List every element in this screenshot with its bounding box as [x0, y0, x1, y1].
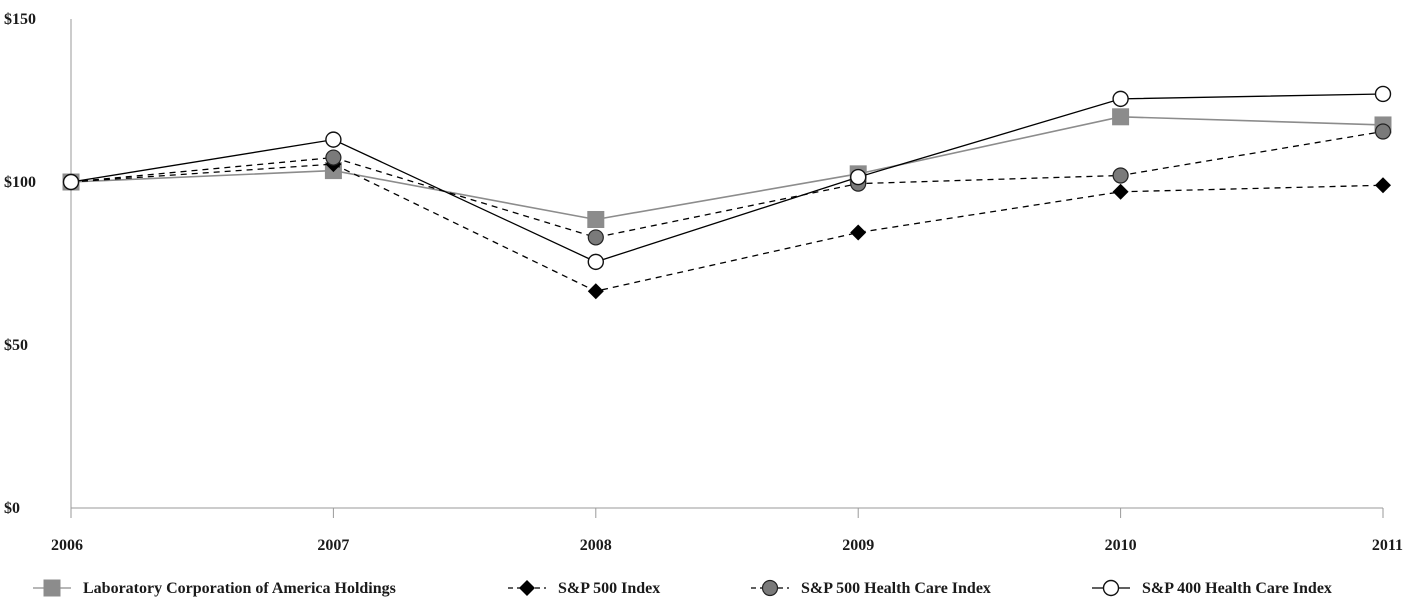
legend-label: S&P 500 Health Care Index: [801, 580, 991, 597]
legend-item: S&P 400 Health Care Index: [1092, 579, 1332, 597]
legend-item: Laboratory Corporation of America Holdin…: [33, 579, 396, 597]
x-tick-label: 2007: [317, 537, 349, 554]
data-point: [1375, 177, 1391, 194]
data-point: [1374, 85, 1392, 103]
x-tick-label: 2008: [580, 537, 612, 554]
legend-item: S&P 500 Index: [508, 580, 660, 597]
y-tick-label: $50: [4, 337, 28, 354]
data-point: [325, 149, 342, 166]
data-point: [1112, 183, 1129, 200]
series-line: [70, 130, 1384, 239]
data-point: [1112, 90, 1129, 108]
data-point: [62, 173, 80, 191]
x-tick-label: 2009: [842, 537, 874, 554]
legend-item: S&P 500 Health Care Index: [751, 579, 991, 597]
legend-label: Laboratory Corporation of America Holdin…: [83, 580, 396, 597]
data-point: [850, 224, 867, 241]
chart-legend: Laboratory Corporation of America Holdin…: [33, 579, 1332, 597]
data-point: [587, 283, 604, 300]
legend-marker: [519, 580, 535, 596]
legend-label: S&P 500 Index: [558, 580, 660, 597]
series-3: [62, 85, 1392, 271]
series-line: [70, 163, 1384, 292]
data-point: [325, 131, 342, 148]
data-point: [587, 210, 605, 228]
y-tick-label: $100: [4, 174, 36, 191]
series-line: [70, 115, 1384, 221]
y-tick-label: $0: [4, 500, 20, 517]
y-tick-label: $150: [4, 11, 36, 28]
data-point: [587, 253, 604, 271]
x-tick-label: 2011: [1372, 537, 1403, 554]
data-point: [1374, 123, 1392, 140]
legend-marker: [1102, 579, 1120, 597]
x-tick-label: 2006: [51, 537, 83, 554]
data-point: [1112, 108, 1130, 126]
series-1: [63, 156, 1391, 300]
legend-marker: [43, 579, 61, 597]
series-line: [70, 93, 1384, 263]
chart-series: [62, 85, 1392, 300]
legend-marker: [761, 579, 779, 597]
chart-axes: $0 $50 $100 $150 2006 2007 2008 2009 2010 2011: [4, 11, 1403, 554]
data-point: [850, 168, 867, 186]
data-point: [1112, 167, 1129, 184]
legend-label: S&P 400 Health Care Index: [1142, 580, 1332, 597]
series-2: [62, 123, 1392, 246]
x-tick-label: 2010: [1105, 537, 1137, 554]
data-point: [587, 229, 604, 246]
